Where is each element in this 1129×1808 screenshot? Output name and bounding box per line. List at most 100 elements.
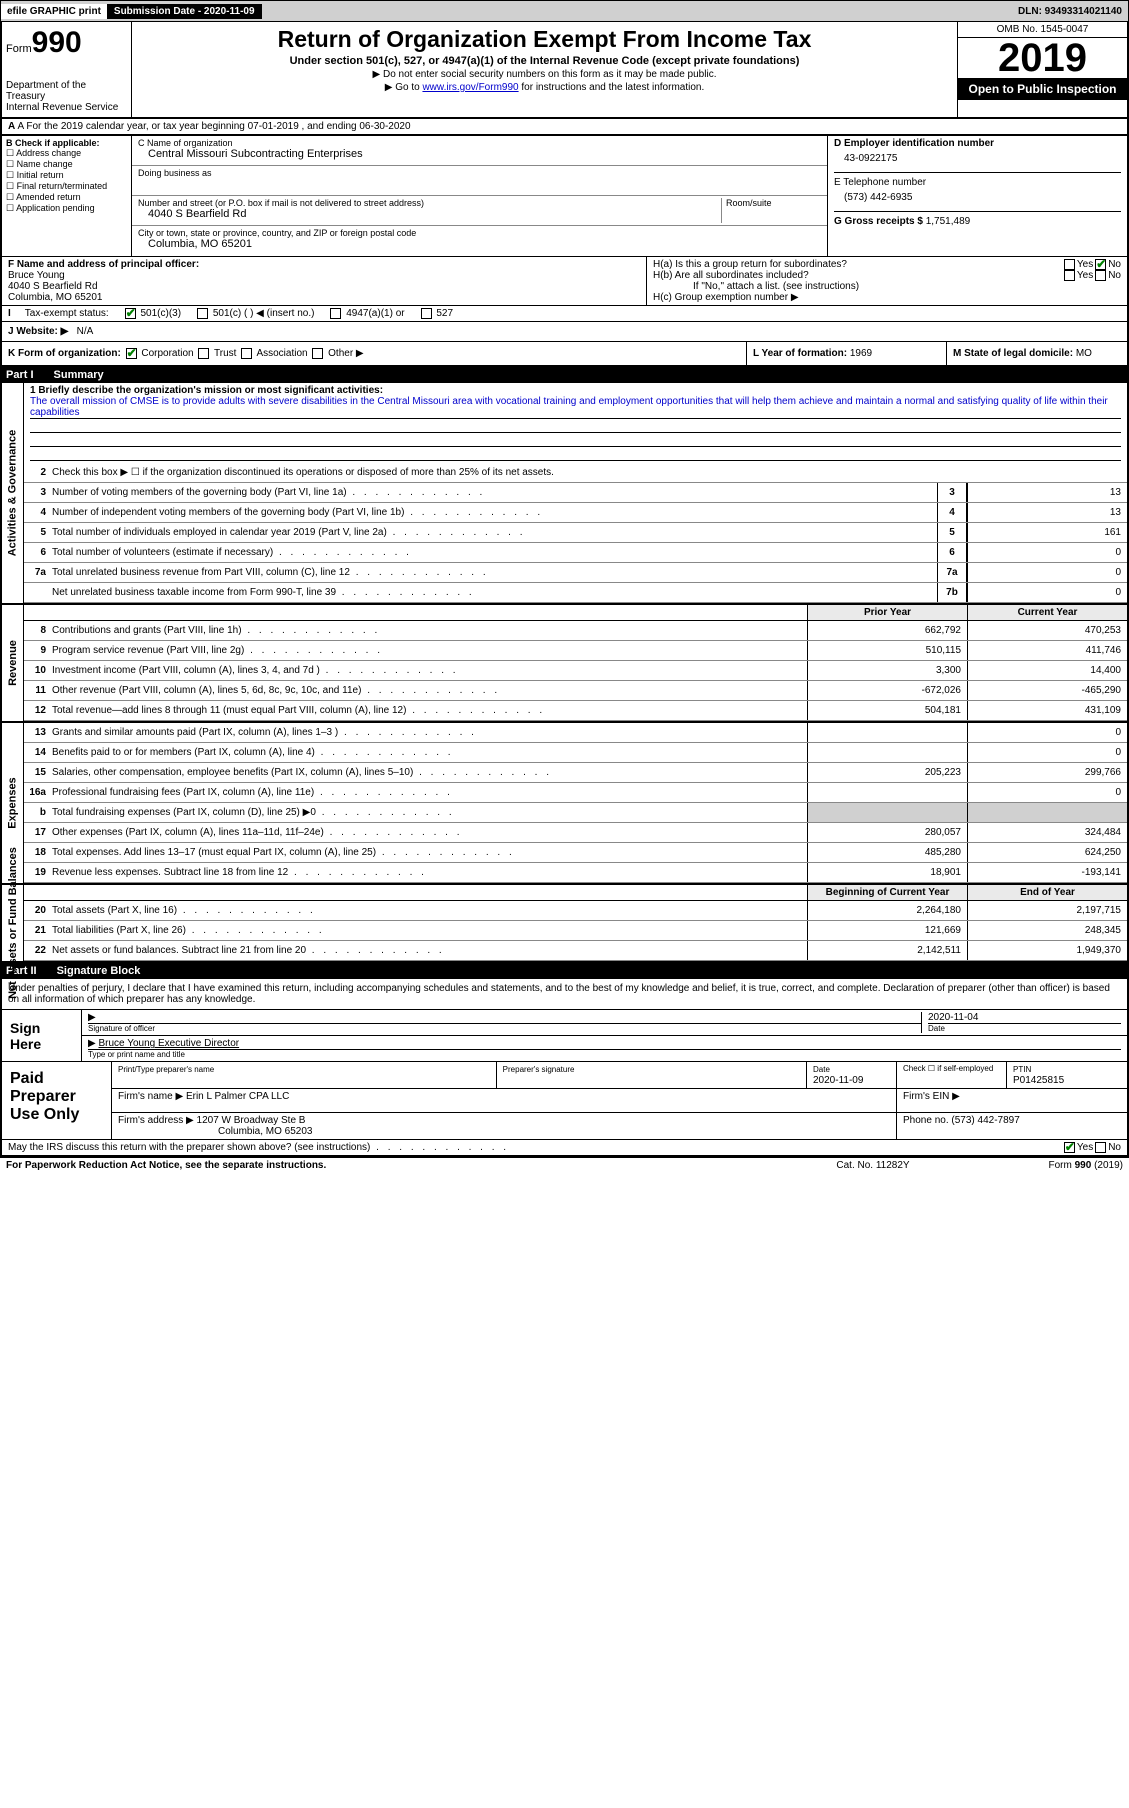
street-address: 4040 S Bearfield Rd — [138, 208, 721, 220]
line-15: 15Salaries, other compensation, employee… — [24, 763, 1127, 783]
side-balances: Net Assets or Fund Balances — [2, 885, 24, 961]
page-footer: For Paperwork Reduction Act Notice, see … — [0, 1157, 1129, 1173]
line-22: 22Net assets or fund balances. Subtract … — [24, 941, 1127, 961]
form-title-block: Return of Organization Exempt From Incom… — [132, 22, 957, 117]
city-state-zip: Columbia, MO 65201 — [138, 238, 821, 250]
hb-no[interactable] — [1095, 270, 1106, 281]
check-pending[interactable]: ☐ Application pending — [6, 203, 127, 214]
mission-block: 1 Briefly describe the organization's mi… — [24, 383, 1127, 463]
hb-yes[interactable] — [1064, 270, 1075, 281]
form-of-org: K Form of organization: Corporation Trus… — [2, 342, 747, 365]
line-13: 13Grants and similar amounts paid (Part … — [24, 723, 1127, 743]
top-toolbar: efile GRAPHIC print Submission Date - 20… — [0, 0, 1129, 22]
dln: DLN: 93493314021140 — [1012, 4, 1128, 19]
check-name[interactable]: ☐ Name change — [6, 159, 127, 170]
line-8: 8Contributions and grants (Part VIII, li… — [24, 621, 1127, 641]
address-cell: Number and street (or P.O. box if mail i… — [132, 196, 827, 226]
sig-name-line: ▶ Bruce Young Executive DirectorType or … — [82, 1036, 1127, 1061]
form-id-block: Form990 Department of the Treasury Inter… — [2, 22, 132, 117]
check-amended[interactable]: ☐ Amended return — [6, 192, 127, 203]
check-4947[interactable] — [330, 308, 341, 319]
gov-line-5: 5Total number of individuals employed in… — [24, 523, 1127, 543]
line-17: 17Other expenses (Part IX, column (A), l… — [24, 823, 1127, 843]
form-year-block: OMB No. 1545-0047 2019 Open to Public In… — [957, 22, 1127, 117]
part1-header: Part I Summary — [0, 367, 1129, 383]
form-number: Form990 — [6, 26, 127, 60]
instruction-1: Do not enter social security numbers on … — [140, 69, 949, 80]
form-subtitle: Under section 501(c), 527, or 4947(a)(1)… — [140, 55, 949, 67]
sign-here-row: Sign Here ▶Signature of officer 2020-11-… — [2, 1010, 1127, 1061]
tax-year: 2019 — [958, 38, 1127, 78]
irs-link[interactable]: www.irs.gov/Form990 — [422, 82, 518, 93]
part2-header: Part II Signature Block — [0, 963, 1129, 979]
col-b-checkboxes: B Check if applicable: ☐ Address change … — [2, 136, 132, 256]
signature-block: Under penalties of perjury, I declare th… — [0, 979, 1129, 1157]
line-11: 11Other revenue (Part VIII, column (A), … — [24, 681, 1127, 701]
website-row: J Website: ▶ N/A — [0, 322, 1129, 342]
check-address[interactable]: ☐ Address change — [6, 148, 127, 159]
ha-yes[interactable] — [1064, 259, 1075, 270]
room-suite: Room/suite — [721, 198, 821, 223]
dept-treasury: Department of the Treasury — [6, 80, 127, 102]
ha-no[interactable] — [1095, 259, 1106, 270]
col-d-ein: D Employer identification number 43-0922… — [827, 136, 1127, 256]
gov-line-6: 6Total number of volunteers (estimate if… — [24, 543, 1127, 563]
revenue-block: Revenue Prior Year Current Year 8Contrib… — [0, 605, 1129, 723]
check-trust[interactable] — [198, 348, 209, 359]
check-other[interactable] — [312, 348, 323, 359]
line-9: 9Program service revenue (Part VIII, lin… — [24, 641, 1127, 661]
check-assoc[interactable] — [241, 348, 252, 359]
section-bcd: B Check if applicable: ☐ Address change … — [0, 136, 1129, 257]
instruction-2: ▶ Go to www.irs.gov/Form990 for instruct… — [140, 82, 949, 93]
principal-officer: F Name and address of principal officer:… — [2, 257, 647, 305]
line-b: bTotal fundraising expenses (Part IX, co… — [24, 803, 1127, 823]
line-19: 19Revenue less expenses. Subtract line 1… — [24, 863, 1127, 883]
col-c-org-info: C Name of organization Central Missouri … — [132, 136, 827, 256]
inspection-notice: Open to Public Inspection — [958, 78, 1127, 100]
submission-date: Submission Date - 2020-11-09 — [108, 4, 262, 19]
group-exemption: H(c) Group exemption number ▶ — [653, 292, 1121, 303]
discuss-no[interactable] — [1095, 1142, 1106, 1153]
prep-addr-row: Firm's address ▶ 1207 W Broadway Ste BCo… — [112, 1113, 1127, 1139]
section-fh: F Name and address of principal officer:… — [0, 257, 1129, 306]
org-name: Central Missouri Subcontracting Enterpri… — [138, 148, 821, 160]
check-527[interactable] — [421, 308, 432, 319]
discuss-yes[interactable] — [1064, 1142, 1075, 1153]
gov-line-7a: 7aTotal unrelated business revenue from … — [24, 563, 1127, 583]
dept-irs: Internal Revenue Service — [6, 102, 127, 113]
check-final[interactable]: ☐ Final return/terminated — [6, 181, 127, 192]
check-501c[interactable] — [197, 308, 208, 319]
year-formation: L Year of formation: 1969 — [747, 342, 947, 365]
side-revenue: Revenue — [2, 605, 24, 721]
prep-header-row: Print/Type preparer's name Preparer's si… — [112, 1062, 1127, 1089]
governance-block: Activities & Governance 1 Briefly descri… — [0, 383, 1129, 605]
efile-button[interactable]: efile GRAPHIC print — [1, 4, 108, 19]
sig-declaration: Under penalties of perjury, I declare th… — [2, 979, 1127, 1010]
state-domicile: M State of legal domicile: MO — [947, 342, 1127, 365]
side-governance: Activities & Governance — [2, 383, 24, 603]
line-20: 20Total assets (Part X, line 16) 2,264,1… — [24, 901, 1127, 921]
check-501c3[interactable] — [125, 308, 136, 319]
prep-firm-row: Firm's name ▶ Erin L Palmer CPA LLC Firm… — [112, 1089, 1127, 1113]
gov-line-3: 3Number of voting members of the governi… — [24, 483, 1127, 503]
gov-line-7b: Net unrelated business taxable income fr… — [24, 583, 1127, 603]
preparer-block: Paid Preparer Use Only Print/Type prepar… — [2, 1061, 1127, 1139]
form-header: Form990 Department of the Treasury Inter… — [0, 22, 1129, 119]
dba-cell: Doing business as — [132, 166, 827, 196]
balances-block: Net Assets or Fund Balances Beginning of… — [0, 885, 1129, 963]
col-header-row: Prior Year Current Year — [24, 605, 1127, 621]
sig-officer-line: ▶Signature of officer 2020-11-04Date — [82, 1010, 1127, 1036]
group-return: H(a) Is this a group return for subordin… — [647, 257, 1127, 305]
spacer — [262, 9, 1012, 13]
tax-exempt-row: I Tax-exempt status: 501(c)(3) 501(c) ( … — [0, 306, 1129, 322]
mission-text: The overall mission of CMSE is to provid… — [30, 396, 1121, 419]
phone-value: (573) 442-6935 — [834, 188, 1121, 207]
row-klm: K Form of organization: Corporation Trus… — [0, 342, 1129, 367]
line-2: 2Check this box ▶ ☐ if the organization … — [24, 463, 1127, 483]
check-corp[interactable] — [126, 348, 137, 359]
balance-header-row: Beginning of Current Year End of Year — [24, 885, 1127, 901]
check-initial[interactable]: ☐ Initial return — [6, 170, 127, 181]
city-cell: City or town, state or province, country… — [132, 226, 827, 256]
gross-receipts: G Gross receipts $ 1,751,489 — [834, 211, 1121, 227]
line-21: 21Total liabilities (Part X, line 26) 12… — [24, 921, 1127, 941]
